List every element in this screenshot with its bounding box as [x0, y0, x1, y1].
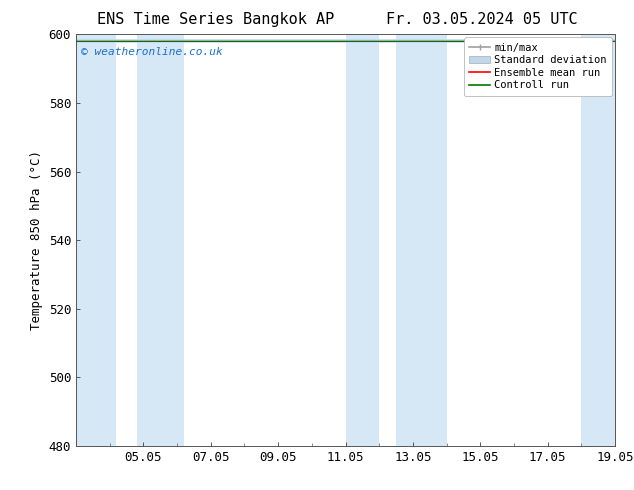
- Bar: [396, 34, 446, 446]
- Bar: [76, 34, 117, 446]
- Text: © weatheronline.co.uk: © weatheronline.co.uk: [81, 47, 223, 57]
- Legend: min/max, Standard deviation, Ensemble mean run, Controll run: min/max, Standard deviation, Ensemble me…: [464, 37, 612, 96]
- Y-axis label: Temperature 850 hPa (°C): Temperature 850 hPa (°C): [30, 150, 43, 330]
- Bar: [346, 34, 379, 446]
- Bar: [581, 34, 615, 446]
- Text: Fr. 03.05.2024 05 UTC: Fr. 03.05.2024 05 UTC: [386, 12, 578, 27]
- Bar: [137, 34, 184, 446]
- Text: ENS Time Series Bangkok AP: ENS Time Series Bangkok AP: [97, 12, 334, 27]
